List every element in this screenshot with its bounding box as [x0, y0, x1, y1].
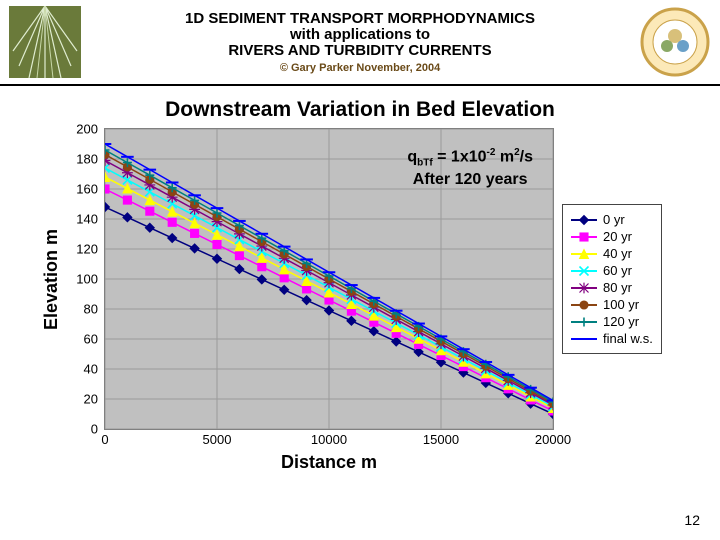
chart-annotation: qbTf = 1x10-2 m2/s After 120 years — [407, 147, 533, 190]
ncfd-badge-icon — [639, 6, 711, 78]
x-tick-label: 5000 — [203, 432, 232, 447]
page-number: 12 — [684, 512, 700, 528]
legend-swatch-icon — [571, 316, 597, 328]
y-tick-label: 120 — [76, 242, 98, 257]
legend-label: 80 yr — [603, 280, 632, 295]
y-tick-label: 60 — [84, 332, 98, 347]
x-tick-label: 20000 — [535, 432, 571, 447]
legend-swatch-icon — [571, 265, 597, 277]
legend-item: 120 yr — [571, 313, 653, 330]
legend-item: 60 yr — [571, 262, 653, 279]
y-tick-label: 160 — [76, 182, 98, 197]
chart-title: Downstream Variation in Bed Elevation — [40, 98, 680, 122]
x-axis-ticks: 05000100001500020000 — [104, 430, 554, 450]
y-tick-label: 200 — [76, 122, 98, 137]
legend-swatch-icon — [571, 282, 597, 294]
ann-base: q — [407, 148, 417, 165]
legend-label: 100 yr — [603, 297, 639, 312]
copyright-line: © Gary Parker November, 2004 — [90, 62, 630, 75]
chart-legend: 0 yr 20 yr 40 yr 60 yr 80 yr 100 yr 120 yr fina… — [562, 204, 662, 354]
legend-item: 20 yr — [571, 228, 653, 245]
legend-item: 100 yr — [571, 296, 653, 313]
y-tick-label: 100 — [76, 272, 98, 287]
legend-item: 40 yr — [571, 245, 653, 262]
legend-label: 40 yr — [603, 246, 632, 261]
x-tick-label: 15000 — [423, 432, 459, 447]
slide-header: 1D SEDIMENT TRANSPORT MORPHODYNAMICS wit… — [0, 0, 720, 86]
right-badge — [630, 6, 720, 78]
legend-label: 60 yr — [603, 263, 632, 278]
header-titles: 1D SEDIMENT TRANSPORT MORPHODYNAMICS wit… — [90, 10, 630, 74]
plot-area: qbTf = 1x10-2 m2/s After 120 years — [104, 128, 554, 430]
left-logo — [0, 6, 90, 78]
y-tick-label: 0 — [91, 422, 98, 437]
legend-swatch-icon — [571, 248, 597, 260]
ann-eq: = 1x10 — [433, 148, 487, 165]
y-axis-ticks: 020406080100120140160180200 — [64, 128, 104, 430]
title-line-3: RIVERS AND TURBIDITY CURRENTS — [90, 42, 630, 59]
y-tick-label: 180 — [76, 152, 98, 167]
legend-label: 120 yr — [603, 314, 639, 329]
ann-unit-tail: /s — [520, 148, 533, 165]
title-line-2: with applications to — [90, 26, 630, 43]
y-tick-label: 40 — [84, 362, 98, 377]
y-tick-label: 140 — [76, 212, 98, 227]
legend-label: 0 yr — [603, 212, 625, 227]
title-line-1: 1D SEDIMENT TRANSPORT MORPHODYNAMICS — [90, 10, 630, 27]
legend-item: final w.s. — [571, 330, 653, 347]
y-tick-label: 80 — [84, 302, 98, 317]
y-axis-label: Elevation m — [42, 228, 63, 329]
x-tick-label: 0 — [101, 432, 108, 447]
x-tick-label: 10000 — [311, 432, 347, 447]
legend-item: 80 yr — [571, 279, 653, 296]
chart-row: Elevation m 020406080100120140160180200 … — [40, 128, 680, 430]
legend-label: final w.s. — [603, 331, 653, 346]
river-delta-icon — [9, 6, 81, 78]
chart-block: Downstream Variation in Bed Elevation El… — [40, 98, 680, 473]
ann-units: m — [495, 148, 514, 165]
annotation-line-2: After 120 years — [407, 170, 533, 190]
legend-label: 20 yr — [603, 229, 632, 244]
y-tick-label: 20 — [84, 392, 98, 407]
legend-swatch-icon — [571, 231, 597, 243]
legend-swatch-icon — [571, 214, 597, 226]
y-axis-label-wrap: Elevation m — [40, 128, 64, 430]
legend-swatch-icon — [571, 333, 597, 345]
legend-swatch-icon — [571, 299, 597, 311]
ann-sub: bTf — [417, 158, 433, 169]
x-axis-label: Distance m — [104, 452, 554, 473]
annotation-line-1: qbTf = 1x10-2 m2/s — [407, 147, 533, 170]
legend-item: 0 yr — [571, 211, 653, 228]
plot-wrap: qbTf = 1x10-2 m2/s After 120 years — [104, 128, 554, 430]
